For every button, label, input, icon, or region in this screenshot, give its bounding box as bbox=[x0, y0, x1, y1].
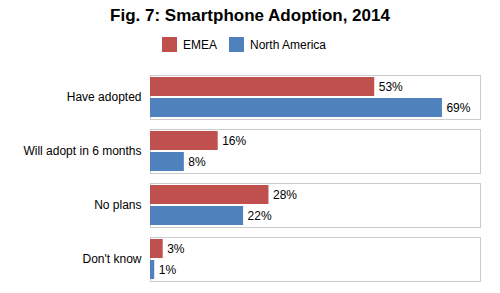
svg-text:No plans: No plans bbox=[94, 198, 141, 212]
html-text:North America: North America bbox=[250, 37, 326, 52]
html-text:Fig. 7: Smartphone Adoption, 2: Fig. 7: Smartphone Adoption, 2014 bbox=[110, 6, 390, 25]
svg-text:Have adopted: Have adopted bbox=[67, 90, 142, 104]
svg-text:28%: 28% bbox=[273, 188, 297, 202]
svg-text:Don't know: Don't know bbox=[83, 252, 142, 266]
svg-text:16%: 16% bbox=[222, 134, 246, 148]
svg-text:1%: 1% bbox=[159, 263, 177, 277]
html-text:EMEA: EMEA bbox=[183, 37, 217, 52]
svg-text:3%: 3% bbox=[167, 242, 185, 256]
svg-text:8%: 8% bbox=[188, 155, 206, 169]
svg-text:Will adopt in 6 months: Will adopt in 6 months bbox=[23, 144, 141, 158]
svg-text:69%: 69% bbox=[446, 101, 470, 115]
svg-text:53%: 53% bbox=[379, 80, 403, 94]
svg-text:22%: 22% bbox=[248, 209, 272, 223]
